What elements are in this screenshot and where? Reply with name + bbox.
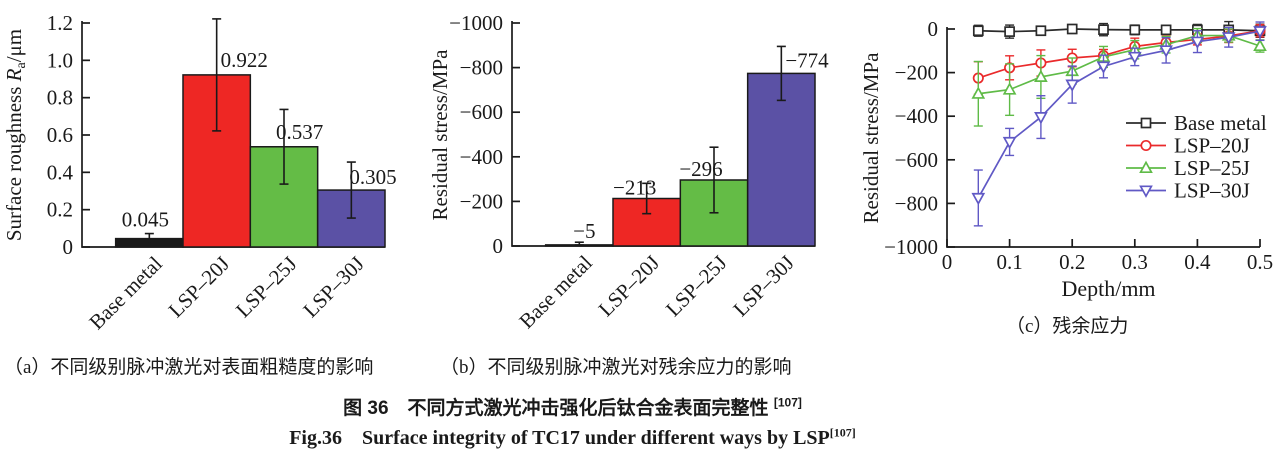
svg-text:0.4: 0.4: [1184, 250, 1211, 274]
svg-text:−200: −200: [895, 61, 938, 85]
svg-text:0.045: 0.045: [122, 208, 169, 232]
svg-text:0.8: 0.8: [47, 86, 73, 110]
svg-text:−400: −400: [460, 145, 503, 169]
svg-text:−600: −600: [460, 100, 503, 124]
svg-text:0.2: 0.2: [47, 198, 73, 222]
chart-surface-roughness: 0 0.2 0.4 0.6 0.8 1.0 1.2 0.045 Base metal 0.922 L…: [2, 11, 397, 334]
svg-text:0.3: 0.3: [1122, 250, 1148, 274]
svg-text:1.2: 1.2: [47, 11, 73, 35]
svg-text:Residual stress/MPa: Residual stress/MPa: [859, 52, 883, 224]
svg-text:0.922: 0.922: [221, 48, 268, 72]
figure-title-zh: 图 36 不同方式激光冲击强化后钛合金表面完整性 [107]: [0, 393, 1145, 420]
chart-residual-stress-bars: 0 −200 −400 −600 −800 −1000 −5 Base metal −213 LS…: [428, 11, 829, 333]
svg-text:Base metal: Base metal: [84, 251, 167, 334]
figure-title-zh-citation: [107]: [773, 395, 802, 410]
svg-text:0.2: 0.2: [1059, 250, 1085, 274]
svg-text:Residual stress/MPa: Residual stress/MPa: [428, 49, 452, 221]
svg-text:−800: −800: [460, 56, 503, 80]
svg-text:LSP–30J: LSP–30J: [1174, 179, 1250, 203]
svg-text:0: 0: [928, 17, 939, 41]
svg-text:Base metal: Base metal: [514, 250, 597, 333]
svg-text:0.1: 0.1: [996, 250, 1022, 274]
svg-text:−213: −213: [613, 176, 656, 200]
svg-text:−1000: −1000: [449, 11, 503, 35]
svg-text:1.0: 1.0: [47, 48, 73, 72]
svg-text:Base metal: Base metal: [1174, 111, 1267, 135]
svg-text:0.6: 0.6: [47, 123, 73, 147]
svg-text:0.5: 0.5: [1247, 250, 1273, 274]
svg-text:LSP–25J: LSP–25J: [231, 252, 302, 323]
svg-text:0.537: 0.537: [276, 120, 323, 144]
figure-title-en-citation: [107]: [829, 425, 856, 440]
svg-text:LSP–30J: LSP–30J: [298, 252, 369, 323]
figure-title-en: Fig.36 Surface integrity of TC17 under d…: [0, 421, 1145, 450]
svg-text:−400: −400: [895, 104, 938, 128]
svg-text:0: 0: [942, 250, 953, 274]
svg-text:LSP–20J: LSP–20J: [164, 252, 235, 323]
figure-title-zh-text: 图 36 不同方式激光冲击强化后钛合金表面完整性: [343, 398, 774, 419]
svg-text:0: 0: [63, 235, 74, 259]
caption-panel-b: （b）不同级别脉冲激光对残余应力的影响: [440, 357, 792, 378]
svg-text:Depth/mm: Depth/mm: [1061, 276, 1155, 301]
figure-title-en-text: Fig.36 Surface integrity of TC17 under d…: [289, 427, 830, 449]
svg-text:LSP–20J: LSP–20J: [1174, 134, 1250, 158]
svg-text:−600: −600: [895, 148, 938, 172]
svg-text:0: 0: [493, 234, 504, 258]
svg-text:−200: −200: [460, 189, 503, 213]
svg-text:0.305: 0.305: [349, 165, 396, 189]
svg-text:LSP–20J: LSP–20J: [594, 251, 665, 322]
svg-text:−1000: −1000: [884, 235, 938, 259]
svg-text:0.4: 0.4: [47, 160, 74, 184]
svg-text:−296: −296: [679, 157, 722, 181]
caption-panel-c: （c）残余应力: [1006, 316, 1129, 337]
svg-text:LSP–30J: LSP–30J: [728, 251, 799, 322]
svg-text:LSP–25J: LSP–25J: [1174, 156, 1250, 180]
svg-text:LSP–25J: LSP–25J: [661, 251, 732, 322]
svg-text:−774: −774: [785, 48, 829, 72]
svg-text:−5: −5: [573, 219, 595, 243]
caption-panel-a: （a）不同级别脉冲激光对表面粗糙度的影响: [4, 357, 374, 378]
svg-text:Surface roughness Ra/μm: Surface roughness Ra/μm: [2, 29, 29, 241]
svg-text:−800: −800: [895, 191, 938, 215]
